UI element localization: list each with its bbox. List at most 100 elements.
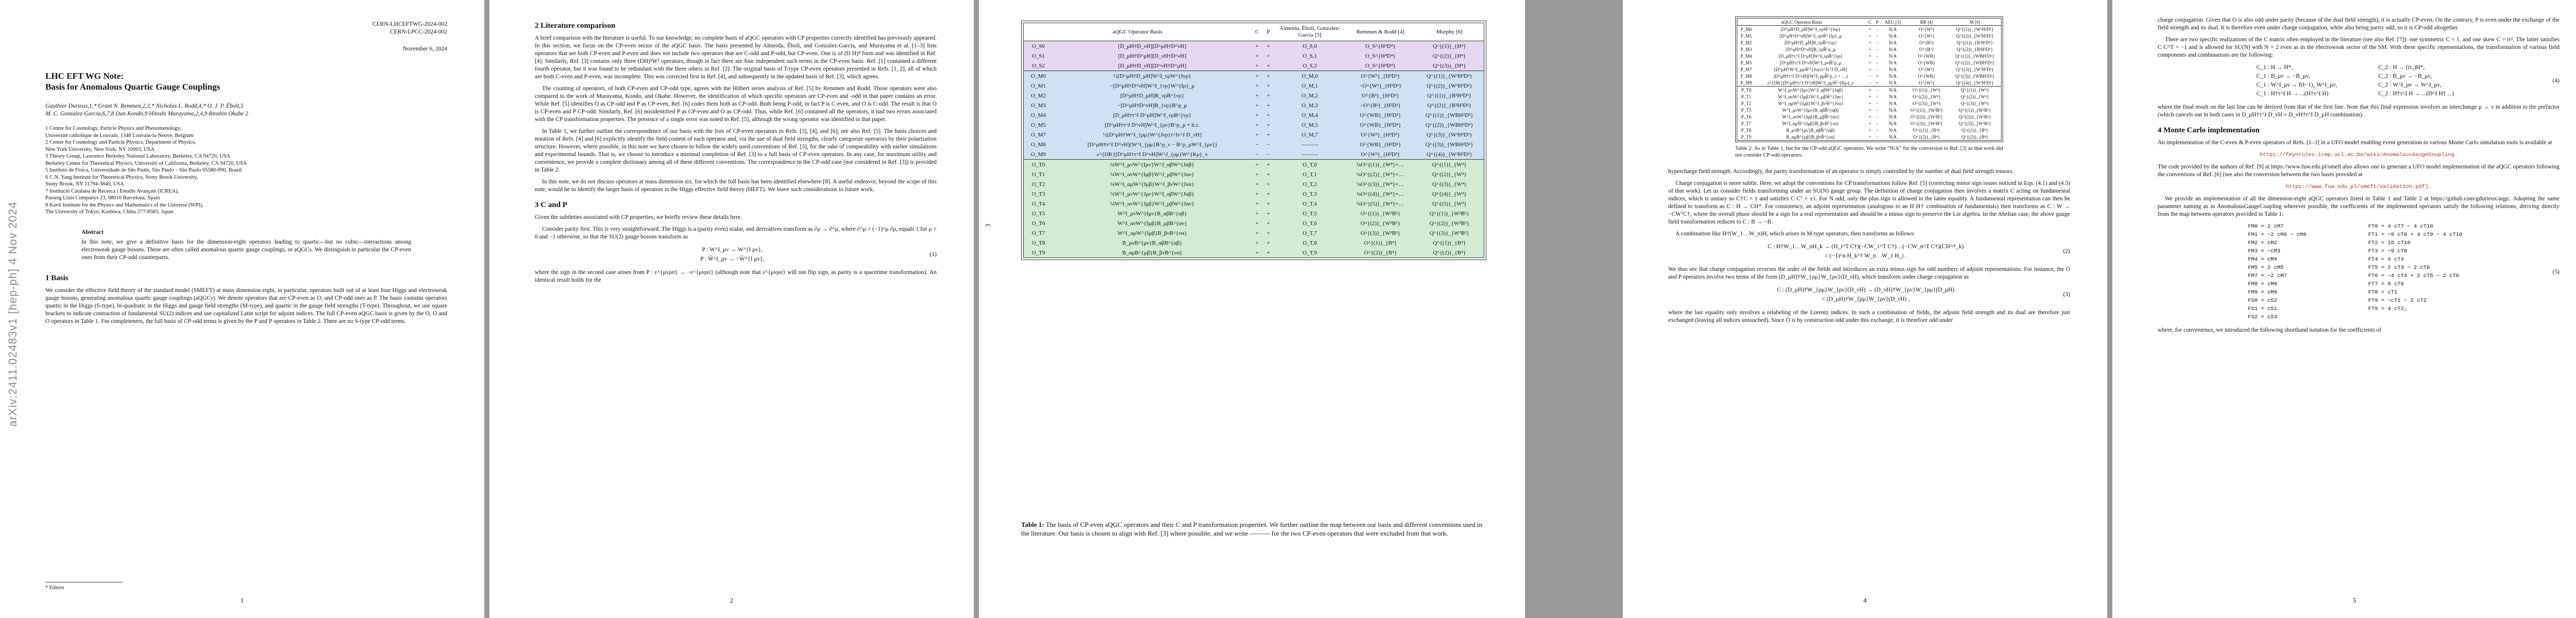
table-row: P_M4 [D_μH†τ^I D^μH]W^I_νρB̃^{νρ} + − N/A O^{…	[1737, 53, 2002, 59]
p4-paragraph-4: We thus see that charge conjugation reve…	[1668, 266, 2070, 280]
aeg-equivalent: N/A	[1889, 60, 1897, 65]
table-row: P_M3 [D^μH†D^νH]B_νρB̃^ρ_μ + − N/A O^{B²} Q^{(…	[1737, 46, 2002, 53]
equation-4-number: (4)	[2552, 78, 2560, 84]
operator-name: P_T8	[1741, 127, 1752, 133]
rr-equivalent: O^{WB}	[1918, 53, 1936, 59]
p-parity: +	[1263, 159, 1274, 169]
coefficient-relation: FS1 = cS1	[2248, 306, 2277, 312]
page-number: 3	[984, 224, 992, 228]
aeg-equivalent: N/A	[1889, 53, 1897, 59]
page-5: charge conjugation. Given that O is also…	[2112, 0, 2576, 618]
abstract-title: Abstract	[81, 229, 104, 235]
table-row: O_M1 −[D^μH†D^νH]W^I_{νρ}W^{Iρ}_μ + + O_M,1−…	[1024, 81, 1484, 91]
table-row: O_T5 W^I_μνW^{Iμν}B_αβB^{αβ} + + O_T,5 O^{(1)…	[1024, 209, 1484, 218]
c-parity: +	[1251, 110, 1263, 120]
page-number: 5	[2352, 596, 2357, 604]
p-parity: +	[1263, 130, 1274, 140]
murphy-equivalent: Q^{(1)}_{WBH²D²}	[1415, 110, 1484, 120]
murphy-equivalent: Q^{(1)}_{B⁴}	[1415, 238, 1484, 248]
table-row: O_T6 W^I_ανW^{Iμβ}B_μβB^{αν} + + O_T,6 O^{(2)…	[1024, 218, 1484, 228]
page-number: 1	[240, 596, 244, 604]
operator-name: P_T2	[1741, 100, 1752, 106]
m-equivalent: Q^{(3)}_{W²B²}	[1958, 121, 1991, 126]
rr-equivalent: O^{(1)}_{B⁴}	[1913, 127, 1940, 133]
operator-definition: ¼W^I_μνW^{Jμν}W^I_αβW^{Jαβ}	[1053, 189, 1251, 199]
coefficient-relation: FM8 = cM8	[2248, 281, 2277, 287]
operator-name: P_T7	[1741, 121, 1752, 126]
c-parity: +	[1868, 114, 1872, 119]
authors-line-2: M. C. Gonzalez-Garcia,6,7,8 Dan Kondo,9 …	[45, 111, 248, 117]
operator-definition: −[D^μH†D^νH]B_{νρ}B^ρ_μ	[1053, 100, 1251, 110]
coefficient-relation: FM3 = −cM3	[2248, 248, 2281, 254]
operator-definition: ¼W^I_μνW^{Iμν}W^J_αβW^{Jαβ}	[1053, 159, 1251, 169]
url-validation[interactable]: https://www.fuw.edu.pl/smeft/Validation.…	[2285, 184, 2432, 190]
t2-header-rr: RR [4]	[1904, 18, 1949, 26]
operator-definition: [D^μH†D_μH]B_νρB^{νρ}	[1053, 91, 1251, 100]
equation-2-line-2: = (−1)^n H_k^† W_n…W_1 H_i .	[1824, 253, 1907, 259]
operator-definition: ¼W^I_αμW^{Iμβ}W^J_βνW^{Jνα}	[1053, 179, 1251, 189]
operator-definition: B_αμB^{μβ}B_βνB^{να}	[1053, 248, 1251, 258]
table-row: P_T5 W^I_μνW^{Iμν}B_αβB̃^{αβ} + − N/A O^{(1)}…	[1737, 107, 2002, 113]
operator-name: O_T3	[1024, 189, 1054, 199]
p-parity: +	[1263, 199, 1274, 209]
page-4: aQGC Operator Basis C P AEG [3] RR [4] M…	[1623, 0, 2107, 618]
operator-definition: [D_μH†τ^I D^μH]W^I_νρB̃^{νρ}	[1778, 53, 1843, 59]
p-parity: −	[1876, 121, 1879, 126]
operator-definition: [D^μH†D_μH]B_νρB̃^{νρ}	[1784, 40, 1837, 45]
p-parity: +	[1263, 41, 1274, 51]
c-parity: +	[1868, 60, 1872, 65]
p-parity: +	[1263, 51, 1274, 61]
aeg-equivalent: O_S,0	[1274, 41, 1346, 51]
rr-equivalent: O^{(1)}_{B⁴}	[1346, 238, 1415, 248]
literature-paragraph-2: The counting of operators, of both CP-ev…	[535, 85, 937, 123]
rr-equivalent: −O^{B²}_{H²D²}	[1346, 100, 1415, 110]
operator-name: O_M9	[1024, 149, 1054, 160]
c-parity: +	[1868, 53, 1872, 59]
operator-definition: ¼W^I_ανW^{Jμβ}W^I_μβW^{Jαν}	[1053, 199, 1251, 209]
c-parity: +	[1251, 130, 1263, 140]
coefficient-relation: FM7 = −2 cM7	[2248, 273, 2287, 279]
page-1: arXiv:2411.02483v1 [hep-ph] 4 Nov 2024 C…	[0, 0, 484, 618]
footnote: * Editors	[45, 585, 64, 591]
murphy-equivalent: Q^{(2)}_{W²H²D²}	[1415, 81, 1484, 91]
caption-text: The basis of CP-even aQGC operators and …	[1021, 521, 1483, 537]
rr-equivalent: ¼O^{(2)}_{W⁴}+…	[1346, 169, 1415, 179]
cp-paragraph-1: Given the subtleties associated with CP …	[535, 214, 742, 220]
equation-5: FM0 = 2 cM7 FM1 = −2 cM6 − cM8 FM2 = cM2 FM…	[2158, 222, 2560, 321]
coefficient-relation: FT6 = −4 cT4 + 2 cT5 − 2 cT6	[2368, 273, 2460, 279]
operator-definition: [D_μH†D^μH][D_νH†D^νH]	[1053, 51, 1251, 61]
aeg-equivalent: O_T,3	[1274, 189, 1346, 199]
m-equivalent: Q^{(1)}_{W²H²D²}	[1956, 26, 1994, 32]
c-parity: +	[1251, 218, 1263, 228]
aeg-equivalent: N/A	[1889, 127, 1897, 133]
table-row: O_S1 [D_μH†D^μH][D_νH†D^νH] + + O_S,1 O_S^{H⁴…	[1024, 51, 1484, 61]
murphy-equivalent: Q^{(2)}_{W²B²}	[1415, 218, 1484, 228]
m-equivalent: Q^{(3)}_{W²H²D²}	[1956, 66, 1994, 72]
operator-name: P_T1	[1741, 94, 1752, 99]
url-feynrules[interactable]: https://feynrules.irmp.ucl.ac.be/wiki/An…	[2259, 152, 2458, 158]
coefficient-relation: FT5 = 2 cT3 − 2 cT6	[2368, 265, 2430, 271]
m-equivalent: Q^{(4)}_{W²H²D²}	[1956, 80, 1994, 85]
operator-definition: [D_μH†D_νH][D^μH†D^νH]	[1053, 41, 1251, 51]
operator-definition: [D^μH†τ^I D^νH](W^I_{ρμ}B^ρ_ν − B^ρ_μW^I…	[1053, 140, 1251, 149]
murphy-equivalent: Q^{(2)}_{H⁴}	[1415, 51, 1484, 61]
section-1-heading: 1 Basis	[45, 273, 69, 282]
operator-name: P_T5	[1741, 107, 1752, 113]
aeg-equivalent: ———	[1274, 140, 1346, 149]
equation-4-line: C_1 : B_μν → −B_μν,	[2256, 73, 2310, 79]
table-1: aQGC Operator Basis C P Almeida, Éboli, …	[1024, 23, 1484, 258]
operator-name: P_T6	[1741, 114, 1752, 119]
operator-name: O_M0	[1024, 71, 1054, 81]
table-row: O_T4 ¼W^I_ανW^{Jμβ}W^I_μβW^{Jαν} + + O_T,4 ¼O…	[1024, 199, 1484, 209]
table-row: P_M5 [D^μH†τ^I D^νH]W^I_ρνB̃^ρ_μ + − N/A O^{W…	[1737, 59, 2002, 66]
aeg-equivalent: N/A	[1880, 86, 1905, 93]
coefficient-relation: FT1 = −9 cT8 + 4 cT9 − 4 cT10	[2368, 232, 2463, 238]
rr-equivalent: O^{(1)}_{W²B²}	[1346, 209, 1415, 218]
c-parity: +	[1251, 61, 1263, 71]
table-row: O_S0 [D_μH†D_νH][D^μH†D^νH] + + O_S,0 O_S^{H⁴…	[1024, 41, 1484, 51]
p-parity: −	[1876, 127, 1879, 133]
p-parity: +	[1263, 110, 1274, 120]
rr-equivalent: O^{W²}_{H²D²}	[1346, 149, 1415, 160]
operator-definition: W^I_αμW^{Iμβ}W^J_βνW̃^{Jνα}	[1778, 100, 1843, 106]
operator-name: O_T4	[1024, 199, 1054, 209]
